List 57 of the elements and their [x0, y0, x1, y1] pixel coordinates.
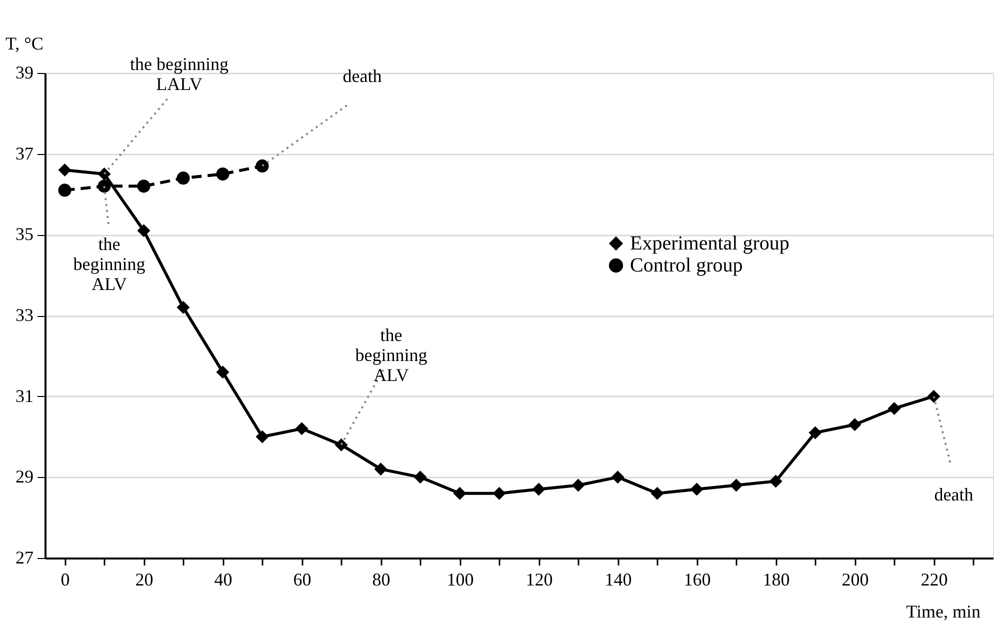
x-tick-label: 60 — [293, 570, 312, 590]
annotation: the beginning ALV — [73, 234, 146, 294]
y-tick-label: 37 — [16, 143, 34, 164]
point — [374, 462, 388, 476]
y-tick-label: 27 — [16, 548, 34, 568]
x-tick-label: 100 — [446, 570, 474, 590]
x-tick-label: 140 — [604, 570, 632, 590]
y-tick-label: 33 — [16, 305, 34, 325]
x-tick-label: 160 — [684, 570, 711, 590]
point — [808, 426, 822, 440]
x-tick-label: 20 — [135, 570, 154, 590]
annotation: the beginning LALV — [130, 54, 228, 94]
y-axis-title: T, °C — [6, 34, 44, 54]
y-tick-label: 35 — [16, 224, 34, 244]
x-axis-title: Time, min — [906, 602, 980, 622]
y-tick-label: 31 — [16, 386, 34, 406]
point — [137, 180, 150, 193]
annotation: the beginning ALV — [355, 324, 428, 385]
point — [295, 422, 308, 436]
point — [769, 474, 782, 488]
x-tick-label: 40 — [214, 570, 232, 590]
x-tick-label: 0 — [60, 570, 70, 590]
x-tick-label: 220 — [920, 570, 948, 590]
annotation: death — [934, 484, 974, 504]
point — [137, 224, 150, 238]
point — [572, 478, 585, 492]
y-tick-label: 39 — [16, 62, 34, 82]
annotation: death — [342, 66, 382, 86]
point — [690, 482, 704, 496]
point — [848, 418, 862, 432]
point — [730, 478, 743, 492]
x-tick-label: 200 — [842, 570, 869, 590]
x-tick-label: 180 — [762, 570, 790, 590]
point — [58, 184, 72, 197]
point — [98, 168, 111, 181]
point — [927, 390, 940, 403]
point — [256, 159, 269, 172]
point — [492, 486, 506, 500]
legend-label: Control group — [630, 254, 743, 276]
point — [216, 366, 230, 379]
point — [256, 430, 269, 444]
point — [888, 402, 901, 415]
x-tick-label: 120 — [526, 570, 553, 590]
x-tick-label: 80 — [372, 570, 390, 590]
legend-label: Experimental group — [630, 232, 790, 254]
point — [453, 486, 466, 500]
y-tick-label: 29 — [16, 466, 34, 487]
point — [216, 168, 230, 181]
point — [176, 300, 190, 314]
point — [532, 482, 546, 496]
point — [98, 180, 111, 193]
point — [414, 470, 427, 484]
point — [334, 438, 348, 452]
point — [650, 486, 664, 500]
point — [58, 163, 72, 177]
point — [176, 172, 190, 185]
point — [611, 470, 624, 484]
